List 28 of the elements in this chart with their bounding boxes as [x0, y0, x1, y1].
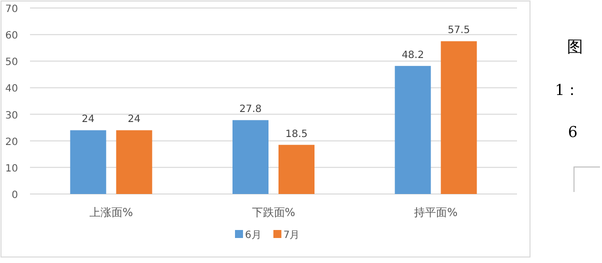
text: 图: [567, 37, 583, 56]
x-tick-label: 持平面%: [414, 206, 458, 219]
x-tick-label: 上涨面%: [89, 206, 133, 219]
bar: [232, 120, 268, 194]
y-tick-label: 20: [5, 136, 18, 148]
text: 1：: [555, 81, 580, 99]
bar: [70, 130, 106, 194]
x-tick-label: 下跌面%: [252, 206, 296, 219]
y-tick-label: 60: [5, 30, 18, 42]
y-tick-label: 10: [5, 163, 18, 174]
data-label: 24: [128, 114, 141, 126]
bar: [278, 144, 314, 194]
data-label: 18.5: [285, 128, 308, 140]
legend-label: 7月: [283, 230, 300, 241]
y-tick-label: 70: [5, 4, 18, 15]
bar: [394, 66, 431, 194]
y-tick-label: 0: [12, 190, 18, 201]
data-label: 48.2: [402, 50, 424, 61]
text: 6: [568, 123, 578, 141]
bar: [116, 130, 152, 194]
y-tick-label: 40: [5, 84, 18, 95]
y-tick-label: 30: [5, 110, 18, 122]
legend-label: 6月: [245, 230, 262, 241]
data-label: 27.8: [239, 104, 262, 116]
bar: [440, 41, 477, 194]
data-label: 57.5: [448, 25, 470, 36]
data-label: 24: [82, 114, 95, 126]
y-tick-label: 50: [5, 57, 18, 68]
